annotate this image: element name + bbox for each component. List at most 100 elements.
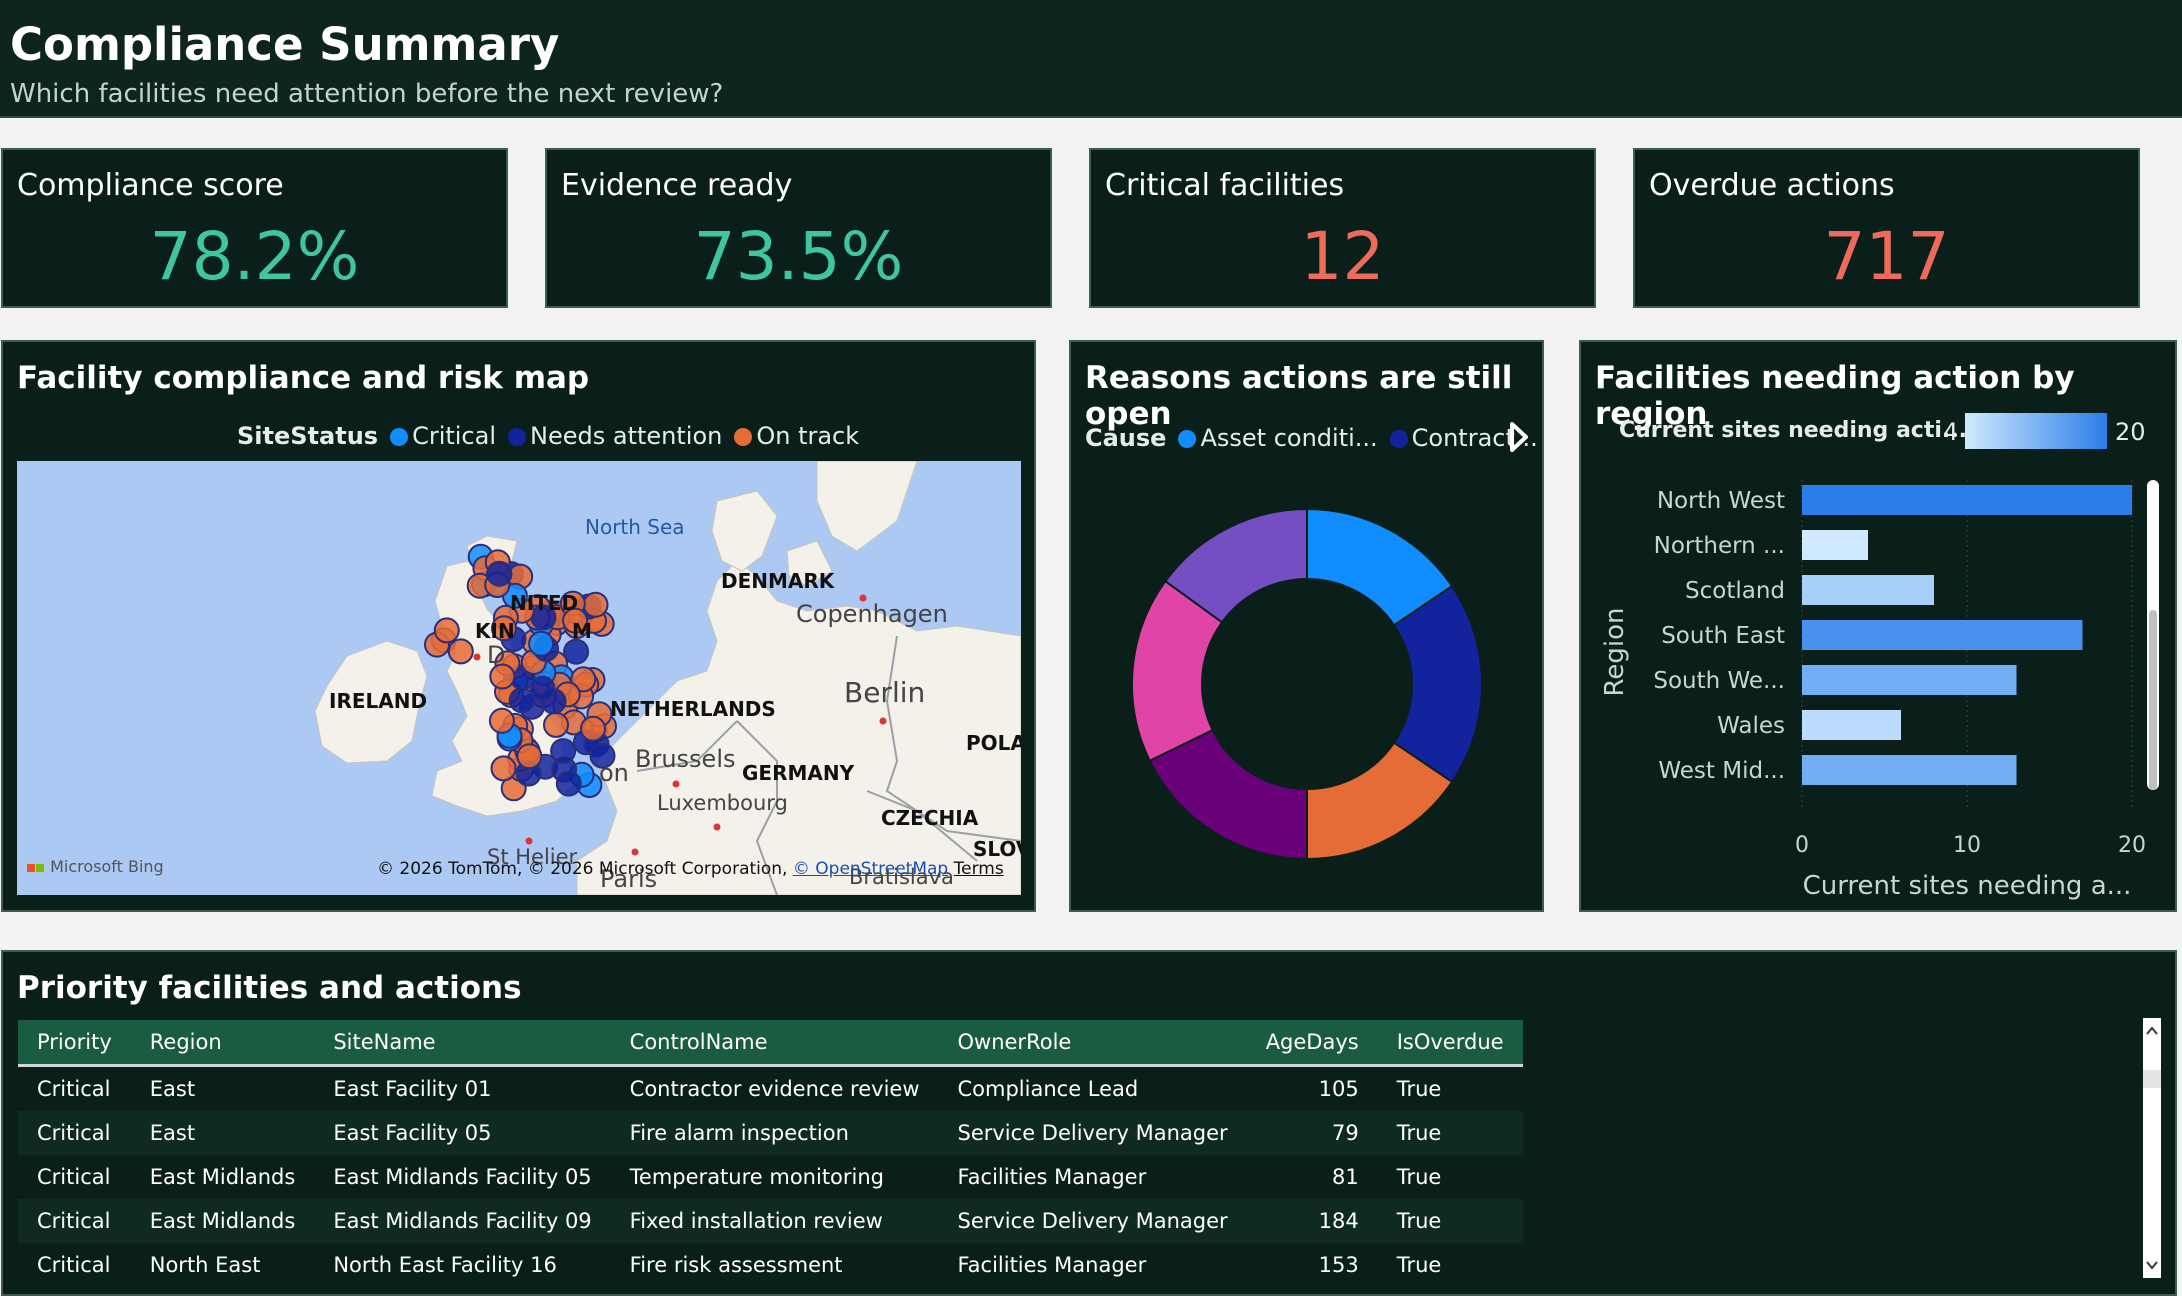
kpi-card-compliance-score[interactable]: Compliance score 78.2%: [1, 148, 508, 308]
bar-2[interactable]: [1802, 575, 1934, 605]
osm-link[interactable]: © OpenStreetMap: [792, 859, 949, 879]
map-point[interactable]: [529, 675, 556, 702]
donut-legend: Cause Asset conditi... Contract...: [1085, 424, 1538, 452]
map-canvas[interactable]: North Sea DENMARK Copenhagen Berlin IREL…: [17, 461, 1021, 895]
priority-table[interactable]: Priority Region SiteName ControlName OwnerRo…: [18, 1020, 1523, 1287]
map-label-united: NITED: [510, 591, 579, 615]
table-cell: Service Delivery Manager: [938, 1111, 1247, 1155]
bar-6[interactable]: [1802, 755, 2017, 785]
donut-panel[interactable]: Reasons actions are still open Cause Asse…: [1069, 340, 1544, 912]
column-header-isoverdue[interactable]: IsOverdue: [1377, 1020, 1523, 1067]
map-point[interactable]: [433, 617, 460, 644]
map-point[interactable]: [489, 663, 516, 690]
map-point[interactable]: [589, 742, 616, 769]
bar-5[interactable]: [1802, 710, 1901, 740]
y-tick-label: Wales: [1717, 713, 1785, 739]
legend-item-needs-attention[interactable]: Needs attention: [530, 422, 723, 450]
table-cell: East Midlands: [149, 1165, 296, 1189]
table-cell: Facilities Manager: [957, 1165, 1147, 1189]
legend-item-on-track[interactable]: On track: [756, 422, 860, 450]
region-bar-chart[interactable]: 0 10 20 North West Northern ... Scotland South…: [1581, 342, 2179, 914]
table-cell: East: [149, 1077, 196, 1101]
bar-chart-scroll-thumb[interactable]: [2149, 610, 2157, 790]
map-point[interactable]: [447, 638, 474, 665]
map-point[interactable]: [516, 743, 543, 770]
legend-item-critical[interactable]: Critical: [412, 422, 497, 450]
map-point[interactable]: [488, 707, 515, 734]
table-header-row: Priority Region SiteName ControlName OwnerRo…: [18, 1020, 1523, 1067]
map-label-kingdom: KIN: [475, 619, 515, 643]
donut-title: Reasons actions are still open: [1085, 360, 1513, 432]
bar-chart-scrollbar[interactable]: [2147, 480, 2159, 790]
map-point[interactable]: [563, 638, 590, 665]
table-cell: True: [1377, 1199, 1523, 1243]
bar-4[interactable]: [1802, 665, 2017, 695]
table-cell: Fire risk assessment: [629, 1253, 843, 1277]
map-label-bratislava: Bratislava: [849, 865, 954, 889]
map-panel[interactable]: Facility compliance and risk map SiteSta…: [1, 340, 1036, 912]
map-point[interactable]: [570, 666, 597, 693]
map-point[interactable]: [508, 687, 535, 714]
map-point[interactable]: [582, 591, 609, 618]
map-point[interactable]: [550, 738, 577, 765]
table-row[interactable]: Critical East East Facility 05 Fire alarm i…: [18, 1111, 1523, 1155]
table-cell: True: [1377, 1111, 1523, 1155]
table-row[interactable]: Critical North East North East Facility 16…: [18, 1243, 1523, 1287]
map-label-denmark: DENMARK: [721, 569, 835, 593]
table-row[interactable]: Critical East East Facility 01 Contractor e…: [18, 1066, 1523, 1112]
legend-next-arrow-icon[interactable]: [1507, 420, 1531, 454]
donut-chart[interactable]: [1127, 504, 1487, 864]
column-header-priority[interactable]: Priority: [18, 1020, 131, 1067]
table-row[interactable]: Critical East Midlands East Midlands Facil…: [18, 1199, 1523, 1243]
column-header-sitename[interactable]: SiteName: [314, 1020, 611, 1067]
bar-1[interactable]: [1802, 530, 1868, 560]
map-label-kingdom-2: M: [572, 619, 592, 643]
legend-dot-critical: [390, 428, 409, 446]
map-point[interactable]: [486, 560, 513, 587]
scroll-up-icon[interactable]: [2143, 1022, 2161, 1040]
table-panel[interactable]: Priority facilities and actions Priority…: [1, 950, 2177, 1296]
y-tick-label: South East: [1661, 623, 1785, 649]
x-axis-title: Current sites needing a...: [1803, 871, 2132, 901]
map-point[interactable]: [490, 755, 517, 782]
kpi-card-overdue-actions[interactable]: Overdue actions 717: [1633, 148, 2140, 308]
map-point[interactable]: [528, 630, 555, 657]
map-legend: SiteStatus Critical Needs attention On trac…: [237, 422, 859, 450]
legend-item-asset-condition[interactable]: Asset conditi...: [1200, 424, 1378, 452]
table-scrollbar[interactable]: [2143, 1018, 2161, 1278]
column-header-controlname[interactable]: ControlName: [610, 1020, 939, 1067]
table-cell: Fire alarm inspection: [610, 1111, 939, 1155]
map-label-copenhagen: Copenhagen: [796, 600, 948, 628]
map-label-germany: GERMANY: [742, 761, 855, 785]
kpi-value: 717: [1823, 218, 1950, 295]
bar-chart-panel[interactable]: Facilities needing action by region Curr…: [1579, 340, 2177, 912]
table-cell: East Facility 05: [314, 1111, 611, 1155]
donut-slice[interactable]: [1164, 507, 1308, 624]
map-label-pola: POLA: [966, 731, 1021, 755]
kpi-label: Critical facilities: [1105, 168, 1345, 203]
kpi-card-evidence-ready[interactable]: Evidence ready 73.5%: [545, 148, 1052, 308]
kpi-card-critical-facilities[interactable]: Critical facilities 12: [1089, 148, 1596, 308]
table-row[interactable]: Critical East Midlands East Midlands Facil…: [18, 1155, 1523, 1199]
column-header-ownerrole[interactable]: OwnerRole: [938, 1020, 1247, 1067]
map-point[interactable]: [491, 615, 517, 642]
legend-dot-asset-condition: [1178, 430, 1197, 448]
map-point[interactable]: [580, 715, 606, 742]
map-points-layer[interactable]: [17, 461, 1021, 895]
bar-3[interactable]: [1802, 620, 2083, 650]
terms-link[interactable]: Terms: [953, 859, 1004, 879]
scroll-down-icon[interactable]: [2143, 1256, 2161, 1274]
page-subtitle: Which facilities need attention before t…: [10, 79, 724, 109]
map-point[interactable]: [562, 607, 589, 634]
page-title: Compliance Summary: [10, 18, 560, 71]
gradient-swatch: [1965, 413, 2107, 449]
table-scroll-thumb[interactable]: [2143, 1070, 2161, 1088]
table-cell: 105: [1318, 1077, 1359, 1101]
kpi-label: Overdue actions: [1649, 168, 1895, 203]
bar-0[interactable]: [1802, 485, 2132, 515]
map-point[interactable]: [555, 770, 582, 797]
map-point[interactable]: [543, 711, 569, 738]
gradient-legend-title: Current sites needing acti...: [1619, 418, 1967, 443]
column-header-region[interactable]: Region: [130, 1020, 315, 1067]
column-header-agedays[interactable]: AgeDays: [1246, 1020, 1378, 1067]
